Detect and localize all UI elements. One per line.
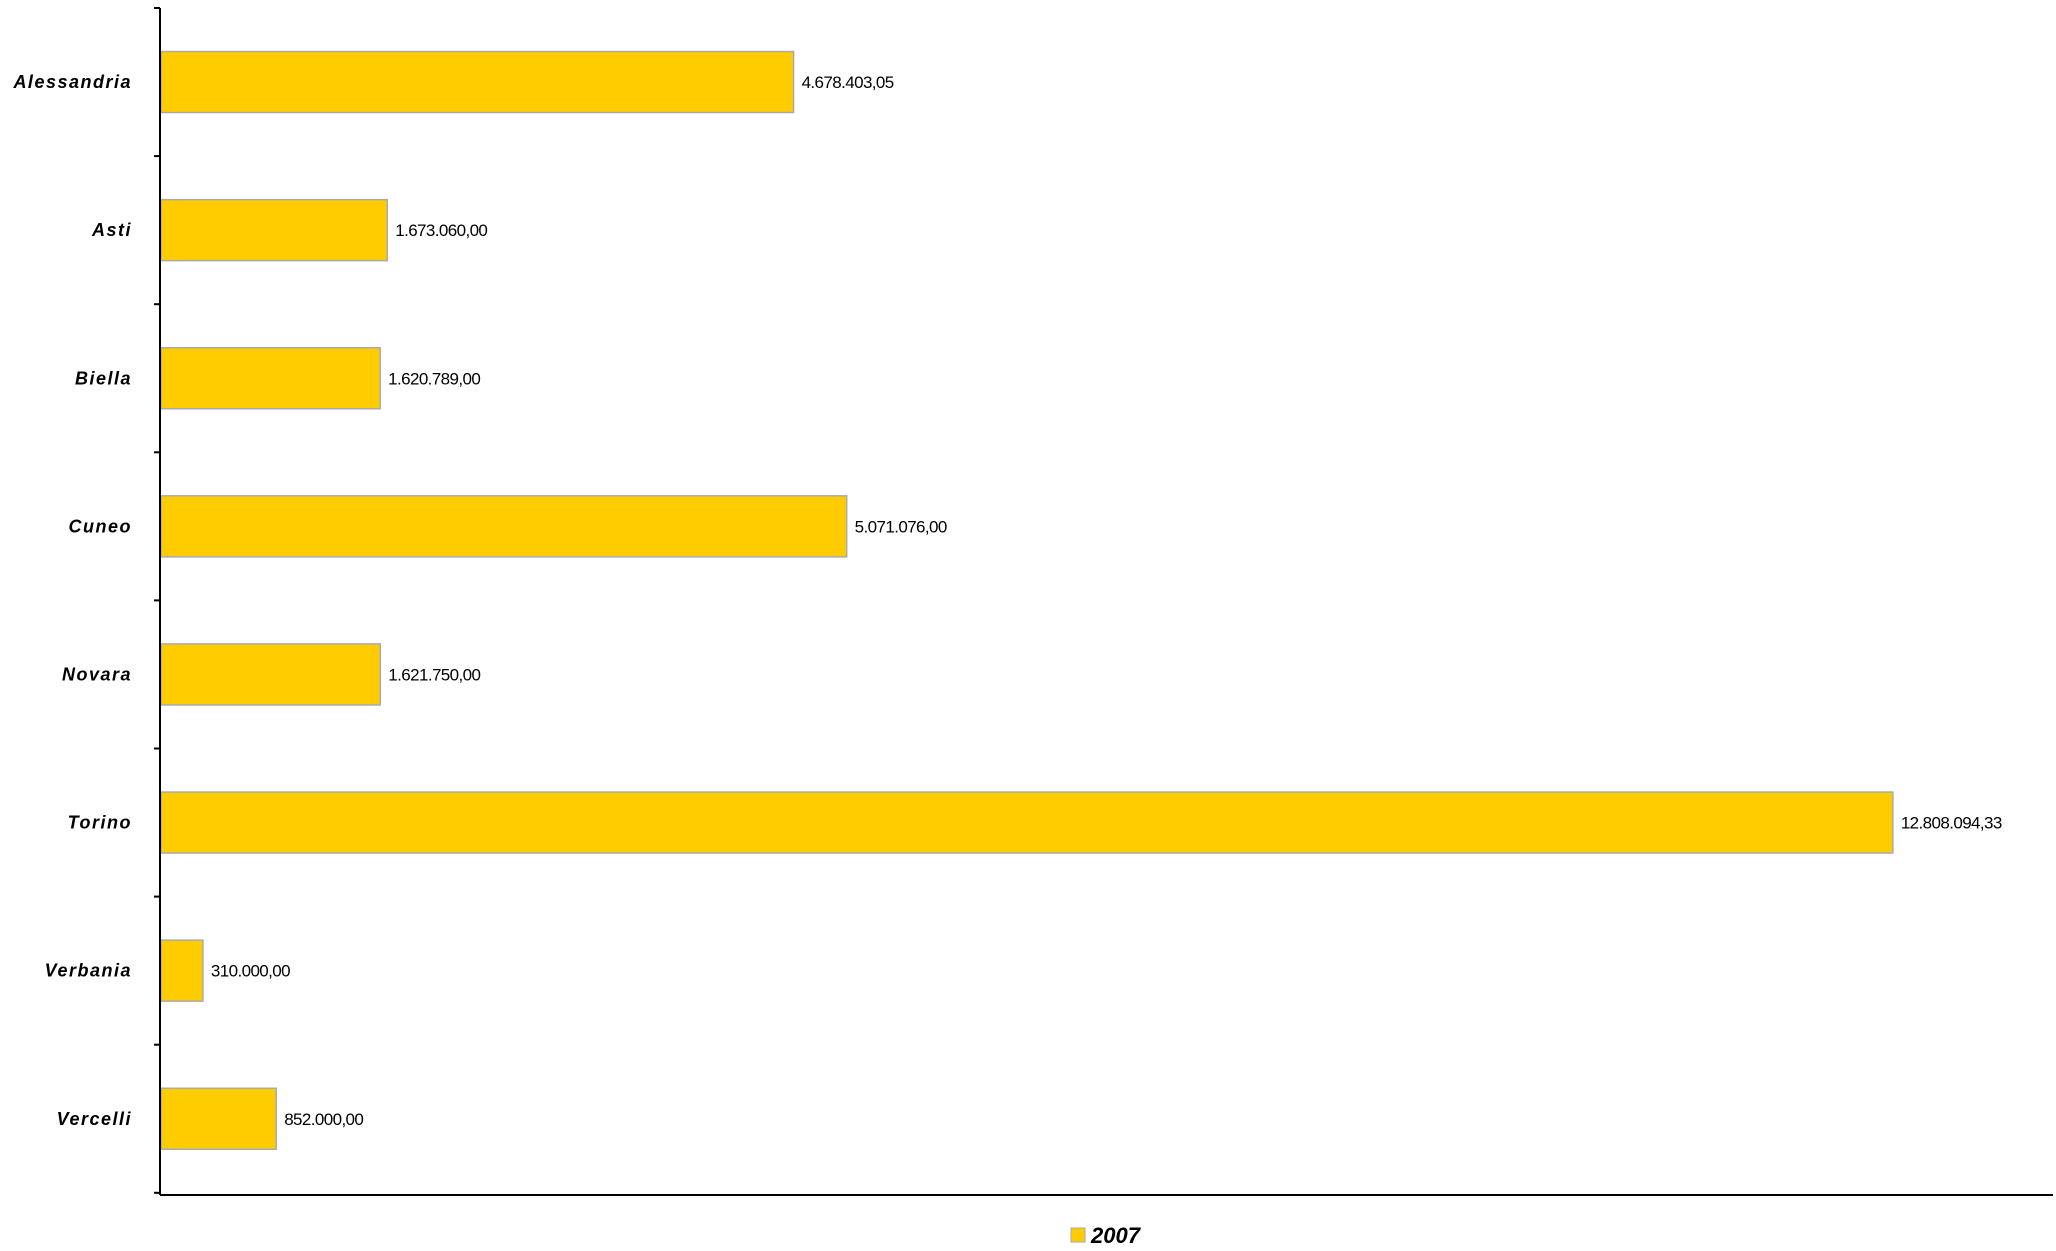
bar-asti [160, 198, 388, 262]
bar-alessandria [160, 50, 795, 114]
category-label-vercelli: Vercelli [57, 1109, 132, 1129]
axes-layer [159, 8, 2053, 1196]
data-label-vercelli: 852.000,00 [284, 1110, 363, 1129]
data-labels: 4.678.403,05 1.673.060,00 1.620.789,00 5.07… [211, 73, 2003, 1129]
category-label-verbania: Verbania [45, 961, 132, 981]
data-label-biella: 1.620.789,00 [388, 369, 480, 388]
category-label-cuneo: Cuneo [69, 516, 133, 536]
category-label-novara: Novara [62, 664, 132, 684]
category-label-biella: Biella [75, 368, 132, 388]
data-label-cuneo: 5.071.076,00 [855, 517, 947, 536]
category-label-asti: Asti [91, 220, 132, 240]
category-label-torino: Torino [68, 813, 132, 833]
data-label-alessandria: 4.678.403,05 [802, 73, 894, 92]
data-label-torino: 12.808.094,33 [1901, 814, 2002, 833]
data-label-asti: 1.673.060,00 [395, 221, 487, 240]
bar-biella [160, 347, 381, 410]
data-label-novara: 1.621.750,00 [388, 665, 480, 684]
category-label-alessandria: Alessandria [12, 72, 132, 92]
bar-verbania [160, 939, 204, 1002]
bar-novara [160, 643, 382, 706]
legend: 2007 [1070, 1223, 1142, 1248]
bar-cuneo [160, 495, 848, 558]
category-ticks [154, 7, 160, 1194]
data-label-verbania: 310.000,00 [211, 962, 290, 981]
bar-torino [160, 791, 1894, 854]
category-labels: Alessandria Asti Biella Cuneo Novara Torino Ve… [12, 72, 133, 1129]
legend-label-2007: 2007 [1090, 1223, 1142, 1246]
bar-vercelli [160, 1087, 277, 1150]
bars-layer [160, 50, 1894, 1150]
legend-swatch-2007 [1070, 1227, 1086, 1243]
